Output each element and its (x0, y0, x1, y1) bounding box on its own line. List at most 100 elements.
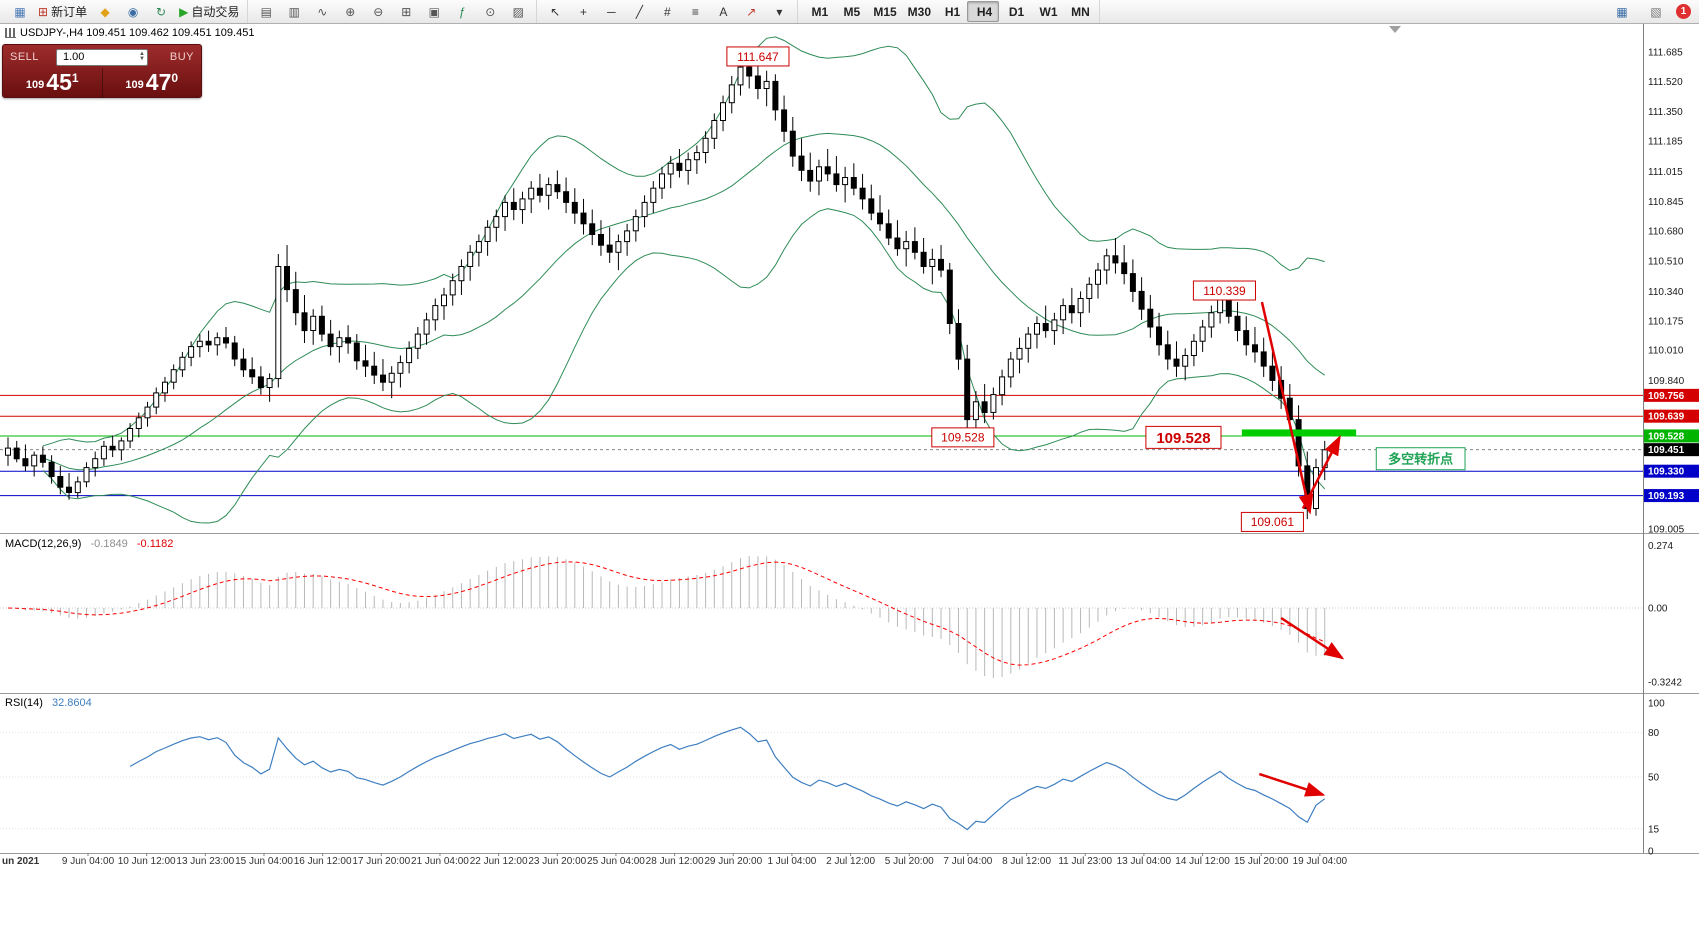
shapes-more-icon[interactable]: ▾ (776, 4, 783, 19)
crosshair-icon[interactable]: + (579, 4, 587, 19)
price-annotation-box[interactable] (726, 46, 790, 67)
buy-label: BUY (169, 51, 194, 63)
time-axis-label: 5 Jul 20:00 (885, 856, 934, 867)
time-axis-label: 13 Jul 04:00 (1117, 856, 1172, 867)
tf-w1[interactable]: W1 (1039, 4, 1058, 19)
macd-label: MACD(12,26,9) -0.1849 -0.1182 (5, 538, 173, 550)
zoom-in-icon[interactable]: ⊕ (345, 4, 356, 19)
auto-arrange-icon[interactable]: ▣ (428, 4, 440, 19)
price-tick: 110.340 (1648, 287, 1684, 298)
buy-price-pip: 0 (171, 71, 179, 85)
rsi-label: RSI(14) 32.8604 (5, 697, 92, 709)
volume-value: 1.00 (63, 51, 85, 63)
rsi-scale-tick: 15 (1648, 824, 1660, 835)
time-axis[interactable]: un 2021 9 Jun 04:00 10 Jun 12:00 13 Jun 23:… (2, 853, 1348, 867)
fibonacci-icon[interactable]: # (663, 4, 671, 19)
navigator-icon[interactable]: ◉ (127, 4, 139, 19)
text-label-icon[interactable]: A (719, 4, 728, 19)
tf-m30[interactable]: M30 (907, 4, 932, 19)
volume-input[interactable]: 1.00 ▲ ▼ (56, 48, 148, 66)
sell-price-prefix: 109 (25, 79, 45, 91)
time-axis-label: un 2021 (2, 856, 40, 867)
time-axis-label: 21 Jun 04:00 (411, 856, 469, 867)
one-click-divider (101, 68, 103, 98)
macd-name: MACD(12,26,9) (5, 538, 82, 550)
sell-label: SELL (10, 51, 39, 63)
new-chart-icon[interactable]: ▦ (14, 4, 26, 19)
time-axis-label: 15 Jun 04:00 (235, 856, 293, 867)
bar-chart-icon[interactable]: ▤ (260, 4, 272, 19)
time-axis-label: 10 Jun 12:00 (118, 856, 176, 867)
tf-h1[interactable]: H1 (944, 4, 961, 19)
tf-d1[interactable]: D1 (1008, 4, 1025, 19)
tf-h4[interactable]: H4 (967, 1, 1000, 22)
price-annotation-box[interactable] (931, 427, 995, 448)
level-price-box (1644, 464, 1699, 478)
note-box[interactable] (1375, 447, 1466, 471)
stepper-up-icon[interactable]: ▲ (139, 51, 145, 57)
macd-panel: 0.274 0.00 -0.3242 (0, 541, 1682, 689)
one-click-trading-panel: SELL 1.00 ▲ ▼ BUY 109 45 1 109 47 0 (2, 44, 202, 98)
price-tick: 110.845 (1648, 197, 1684, 208)
new-order-button[interactable]: ⊞ 新订单 (38, 4, 88, 20)
period-icon[interactable]: ⊙ (485, 4, 496, 19)
price-tick: 111.685 (1648, 48, 1683, 59)
sell-button[interactable]: 109 45 1 (3, 68, 102, 98)
rsi-arrow[interactable] (1258, 772, 1326, 797)
level-price-text: 109.756 (1648, 391, 1685, 402)
tf-m15[interactable]: M15 (873, 4, 897, 19)
templates-icon[interactable]: ▨ (512, 4, 524, 19)
level-price-text: 109.639 (1648, 412, 1685, 423)
price-annotation-box[interactable] (1240, 511, 1304, 532)
buy-button[interactable]: 109 47 0 (103, 68, 202, 98)
cursor-icon[interactable]: ↖ (550, 4, 561, 19)
time-axis-label: 13 Jun 23:00 (176, 856, 234, 867)
time-axis-label: 7 Jul 04:00 (943, 856, 992, 867)
symbol-ohlc-text: USDJPY-,H4 109.451 109.462 109.451 109.4… (20, 27, 255, 39)
window-layout-icon[interactable]: ▧ (1650, 4, 1662, 19)
tf-m1[interactable]: M1 (811, 4, 829, 19)
time-axis-label: 16 Jun 12:00 (294, 856, 352, 867)
macd-signal-value: -0.1182 (136, 538, 174, 550)
toolbar-group-chart-view: ▤ ▥ ∿ ⊕ ⊖ ⊞ ▣ ƒ ⊙ ▨ (248, 0, 538, 23)
chart-profile-icon[interactable]: ▦ (1616, 4, 1628, 19)
channel-icon[interactable]: ≡ (691, 4, 699, 19)
tile-windows-icon[interactable]: ⊞ (401, 4, 412, 19)
candlestick-chart-icon[interactable]: ▥ (288, 4, 300, 19)
price-tick: 111.185 (1648, 137, 1683, 148)
horizontal-line-icon[interactable]: ─ (607, 4, 616, 19)
symbol-info: USDJPY-,H4 109.451 109.462 109.451 109.4… (5, 27, 254, 39)
rsi-name: RSI(14) (5, 697, 43, 709)
rsi-scale-tick: 50 (1648, 773, 1660, 784)
time-axis-label: 2 Jul 12:00 (826, 856, 875, 867)
stepper-down-icon[interactable]: ▼ (139, 56, 145, 62)
arrow-object-icon[interactable]: ↗ (746, 4, 757, 19)
price-annotation-box[interactable] (1145, 425, 1222, 449)
price-annotation-text: 111.647 (737, 50, 779, 64)
tf-m5[interactable]: M5 (843, 4, 861, 19)
rsi-scale-tick: 80 (1648, 728, 1660, 739)
turning-point-highlight-bar[interactable] (1241, 429, 1357, 437)
macd-arrow[interactable] (1280, 616, 1345, 660)
notifications-badge[interactable]: 1 (1676, 4, 1691, 19)
price-tick: 111.520 (1648, 77, 1683, 88)
trend-arrow[interactable] (1301, 435, 1341, 510)
indicators-icon[interactable]: ƒ (458, 4, 466, 19)
note-text: 多空转折点 (1388, 451, 1453, 466)
bollinger-bands (42, 36, 1326, 524)
trend-arrow[interactable] (1260, 301, 1314, 515)
marketwatch-icon[interactable]: ◆ (100, 4, 110, 19)
toolbar-group-right: ▦ ▧ 1 (1604, 0, 1697, 23)
buy-price-prefix: 109 (125, 79, 144, 91)
trendline-icon[interactable]: ╱ (635, 4, 643, 19)
horizontal-level-lines[interactable] (0, 394, 1643, 497)
volume-stepper[interactable]: ▲ ▼ (139, 51, 145, 62)
autotrading-button[interactable]: ▶ 自动交易 (179, 4, 240, 20)
line-chart-icon[interactable]: ∿ (317, 4, 328, 19)
price-annotation-box[interactable] (1192, 280, 1256, 301)
chart-annotations[interactable]: 111.647 110.339 109.528 109.528 109.061 多空转折点 (726, 26, 1466, 532)
refresh-icon[interactable]: ↻ (156, 4, 167, 19)
zoom-out-icon[interactable]: ⊖ (373, 4, 384, 19)
tf-mn[interactable]: MN (1071, 4, 1090, 19)
chart-shift-marker[interactable] (1389, 26, 1401, 33)
